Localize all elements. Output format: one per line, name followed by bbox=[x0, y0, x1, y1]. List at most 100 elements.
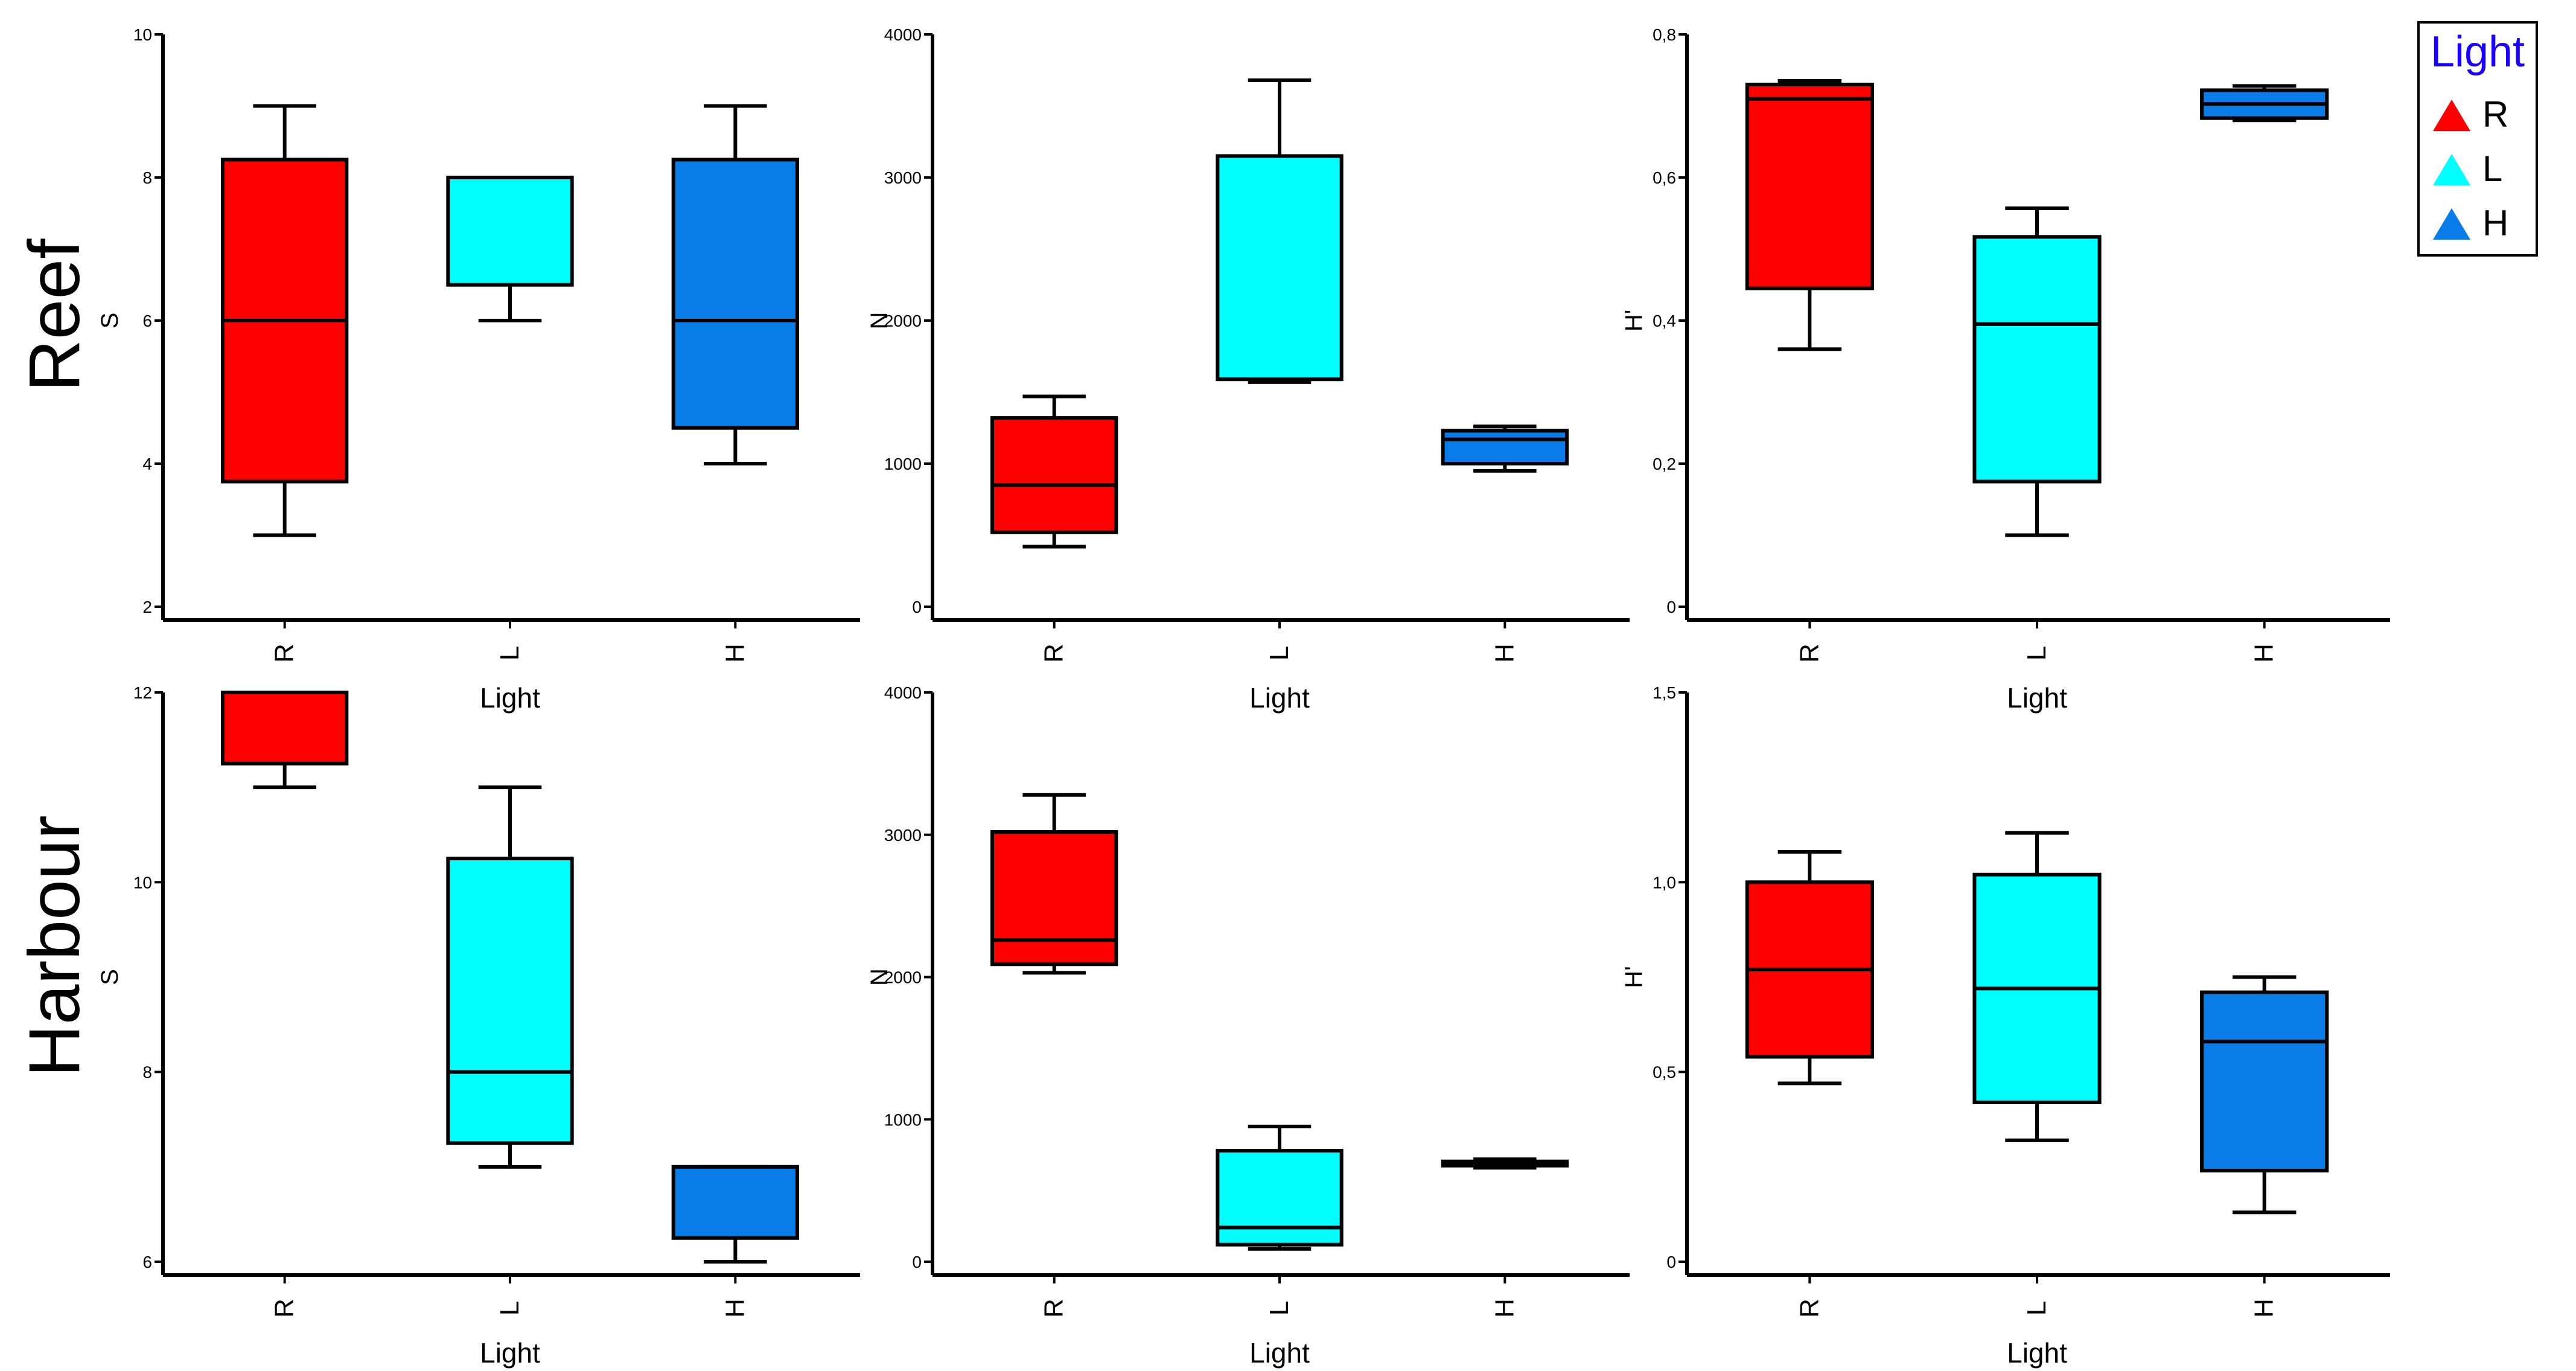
legend-marker-h bbox=[2433, 208, 2470, 240]
y-tick-label: 4000 bbox=[884, 683, 922, 702]
box-iqr bbox=[2200, 990, 2329, 1173]
box-h bbox=[671, 104, 799, 465]
legend-marker-l bbox=[2433, 154, 2470, 185]
box-iqr bbox=[1441, 429, 1569, 465]
box-h bbox=[1441, 1157, 1569, 1170]
legend-item-l: L bbox=[2431, 144, 2533, 193]
x-axis-label: Light bbox=[1249, 1337, 1310, 1369]
y-tick-label: 6 bbox=[142, 1253, 152, 1271]
y-tick-label: 0,2 bbox=[1653, 455, 1676, 473]
x-tick-label-l: L bbox=[495, 1301, 524, 1315]
y-tick-label: 1,0 bbox=[1653, 873, 1676, 892]
legend-marker-r bbox=[2433, 100, 2470, 131]
box-r bbox=[990, 793, 1118, 975]
y-axis-label: N bbox=[866, 968, 893, 986]
box-r bbox=[221, 691, 349, 790]
box-r bbox=[221, 104, 349, 537]
y-tick-label: 0 bbox=[1666, 598, 1676, 616]
legend-label-h: H bbox=[2482, 203, 2509, 243]
y-tick-label: 8 bbox=[142, 168, 152, 187]
box-r bbox=[990, 394, 1118, 549]
y-tick-label: 8 bbox=[142, 1063, 152, 1082]
row-label-harbour: Harbour bbox=[14, 815, 95, 1077]
box-l bbox=[1972, 831, 2102, 1142]
box-h bbox=[671, 1165, 799, 1264]
x-axis-label: Light bbox=[2007, 682, 2067, 714]
y-axis-label: N bbox=[866, 312, 893, 330]
box-iqr bbox=[221, 691, 349, 765]
box-l bbox=[1216, 78, 1344, 384]
y-tick-label: 6 bbox=[142, 312, 152, 330]
x-tick-label-r: R bbox=[1794, 644, 1824, 663]
box-r bbox=[1745, 79, 1874, 351]
box-iqr bbox=[990, 830, 1118, 967]
y-tick-label: 12 bbox=[133, 683, 152, 702]
box-iqr bbox=[1216, 154, 1344, 382]
x-tick-label-r: R bbox=[1794, 1299, 1824, 1318]
x-tick-label-l: L bbox=[495, 646, 524, 660]
x-tick-label-l: L bbox=[2022, 646, 2052, 660]
x-tick-label-h: H bbox=[2249, 1299, 2279, 1318]
legend-item-h: H bbox=[2431, 199, 2533, 247]
box-h bbox=[1441, 424, 1569, 473]
box-iqr bbox=[1216, 1149, 1344, 1247]
box-iqr bbox=[990, 416, 1118, 534]
box-iqr bbox=[446, 176, 574, 287]
y-tick-label: 3000 bbox=[884, 168, 922, 187]
box-l bbox=[1972, 206, 2102, 537]
y-tick-label: 0,5 bbox=[1653, 1063, 1676, 1082]
legend-item-r: R bbox=[2431, 90, 2533, 138]
chart-reef-h: 0 0,2 0,4 0,6 0,8 H' R L H Light bbox=[1621, 25, 2390, 714]
box-iqr bbox=[1972, 235, 2102, 484]
y-tick-label: 2000 bbox=[884, 968, 922, 987]
y-tick-label: 10 bbox=[133, 873, 152, 892]
y-tick-label: 0 bbox=[1666, 1253, 1676, 1271]
box-r bbox=[1745, 850, 1874, 1085]
x-tick-label-r: R bbox=[270, 644, 299, 663]
box-h bbox=[2200, 84, 2329, 123]
box-l bbox=[1216, 1125, 1344, 1251]
box-l bbox=[446, 176, 574, 322]
y-axis-label: H' bbox=[1621, 310, 1647, 332]
y-tick-label: 3000 bbox=[884, 826, 922, 845]
x-tick-label-l: L bbox=[1264, 646, 1294, 660]
box-h bbox=[2200, 975, 2329, 1215]
y-axis-label: H' bbox=[1621, 966, 1647, 988]
y-tick-label: 0,8 bbox=[1653, 25, 1676, 44]
x-tick-label-r: R bbox=[1039, 644, 1069, 663]
x-axis-label: Light bbox=[2007, 1337, 2067, 1369]
x-tick-label-h: H bbox=[720, 1299, 750, 1318]
y-tick-label: 0,4 bbox=[1653, 312, 1676, 330]
box-iqr bbox=[446, 857, 574, 1145]
y-tick-label: 1000 bbox=[884, 455, 922, 473]
x-tick-label-h: H bbox=[1490, 1299, 1519, 1318]
x-tick-label-h: H bbox=[720, 644, 750, 663]
y-tick-label: 0 bbox=[912, 598, 922, 616]
legend-label-r: R bbox=[2482, 94, 2509, 135]
x-axis-label: Light bbox=[480, 682, 540, 714]
x-tick-label-h: H bbox=[1490, 644, 1519, 663]
chart-harbour-h: 0 0,5 1,0 1,5 H' R L H Light bbox=[1621, 683, 2390, 1369]
chart-harbour-n: 0 1000 2000 3000 4000 N R L H Light bbox=[866, 683, 1630, 1369]
box-iqr bbox=[1745, 82, 1874, 290]
x-tick-label-h: H bbox=[2249, 644, 2279, 663]
y-tick-label: 2 bbox=[142, 598, 152, 616]
y-tick-label: 0,6 bbox=[1653, 168, 1676, 187]
row-label-reef: Reef bbox=[14, 238, 95, 392]
y-tick-label: 10 bbox=[133, 25, 152, 44]
y-tick-label: 4 bbox=[142, 455, 152, 473]
y-axis-label: S bbox=[97, 313, 123, 329]
y-tick-label: 4000 bbox=[884, 25, 922, 44]
x-tick-label-r: R bbox=[1039, 1299, 1069, 1318]
chart-harbour-s: 6 8 10 12 S R L H Light bbox=[97, 683, 860, 1369]
y-tick-label: 1,5 bbox=[1653, 683, 1676, 702]
x-axis-label: Light bbox=[1249, 682, 1310, 714]
legend-title: Light bbox=[2430, 28, 2525, 76]
y-tick-label: 2000 bbox=[884, 312, 922, 330]
y-axis-label: S bbox=[97, 969, 123, 985]
legend: Light R L H bbox=[2417, 21, 2538, 257]
chart-reef-n: 0 1000 2000 3000 4000 N R L H Light bbox=[866, 25, 1630, 714]
box-iqr bbox=[671, 1165, 799, 1240]
x-tick-label-l: L bbox=[1264, 1301, 1294, 1315]
